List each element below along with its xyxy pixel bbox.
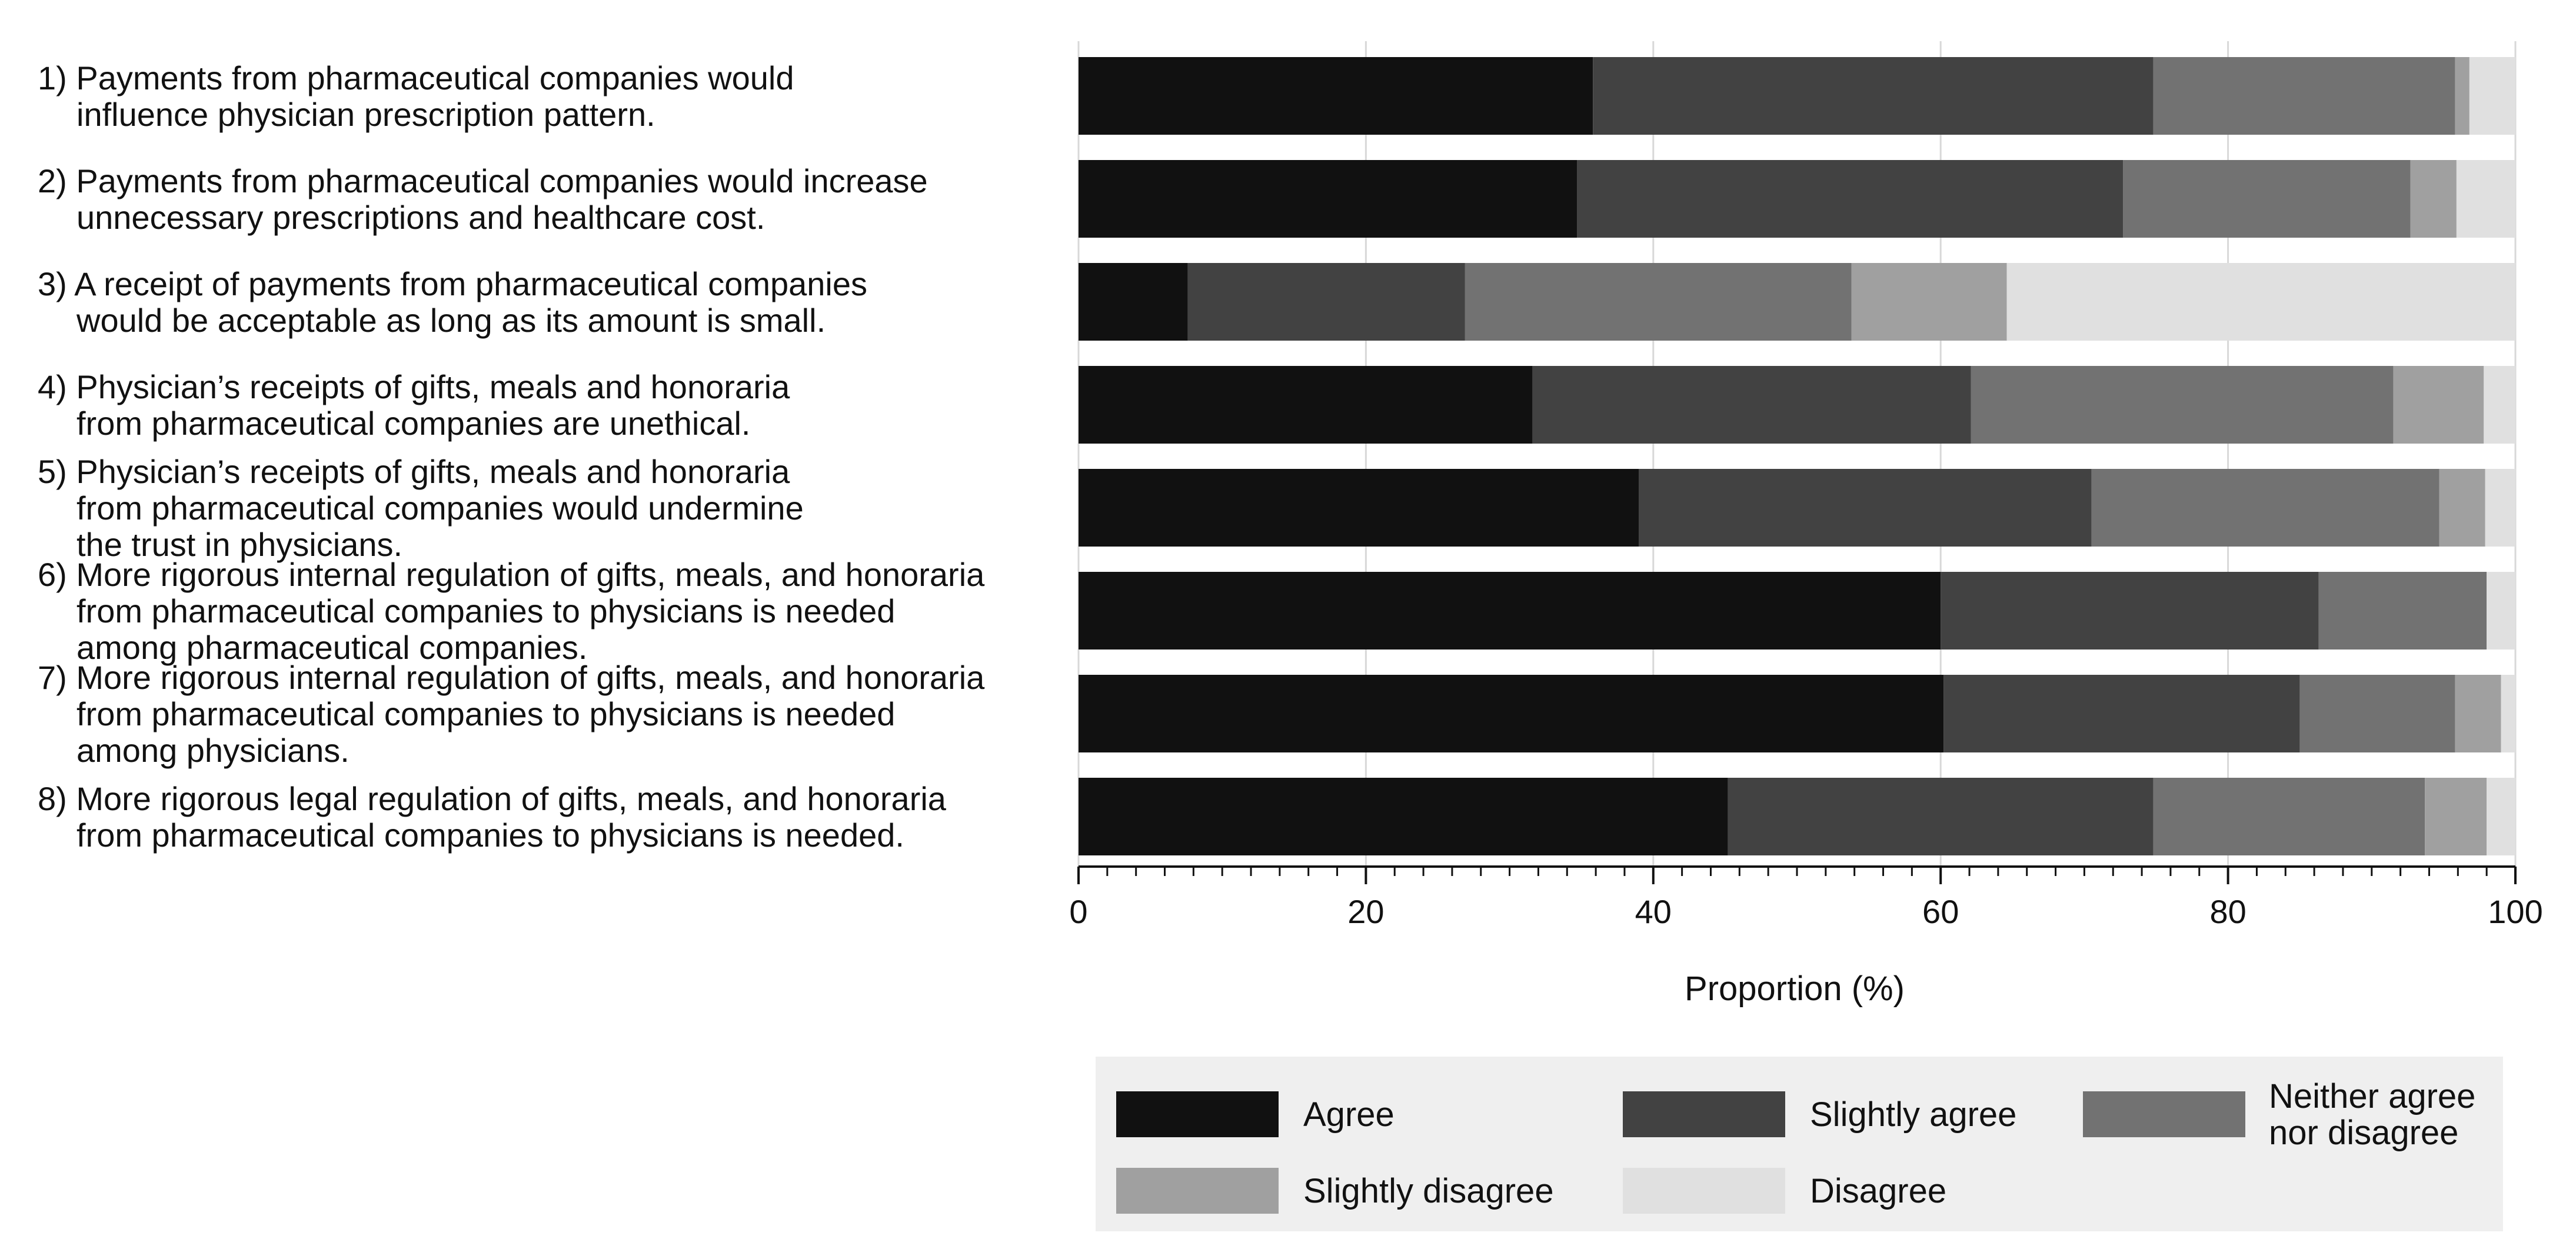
bar-segment: [2153, 57, 2455, 135]
bar-segment: [2456, 160, 2515, 238]
bar-segment: [2501, 675, 2515, 752]
bar-segment: [1079, 572, 1941, 650]
legend-swatch: [1623, 1168, 1785, 1214]
bar-segment: [2393, 366, 2484, 444]
bar-segment: [1079, 57, 1593, 135]
bar-segment: [2006, 263, 2515, 341]
bar-segment: [2484, 366, 2515, 444]
legend-label: Neither agree nor disagree: [2269, 1077, 2475, 1152]
x-tick-label: 60: [1922, 893, 1959, 930]
bar-segment: [2425, 778, 2487, 855]
bar-segment: [1465, 263, 1852, 341]
legend-swatch: [2083, 1091, 2245, 1137]
category-labels: 1) Payments from pharmaceutical companie…: [38, 59, 985, 854]
legend-swatch: [1116, 1091, 1279, 1137]
category-label: 7) More rigorous internal regulation of …: [38, 659, 985, 769]
bar-segment: [2410, 160, 2457, 238]
bar-segment: [1577, 160, 2124, 238]
legend-label: Slightly agree: [1810, 1095, 2016, 1134]
bar-segment: [2318, 572, 2487, 650]
legend-swatch: [1623, 1091, 1785, 1137]
x-tick-label: 40: [1635, 893, 1672, 930]
bar-segment: [1079, 778, 1728, 855]
category-label: 6) More rigorous internal regulation of …: [38, 556, 985, 666]
bar-segment: [1593, 57, 2154, 135]
bars: [1079, 57, 2515, 855]
category-label: 8) More rigorous legal regulation of gif…: [38, 780, 947, 854]
x-tick-label: 0: [1069, 893, 1087, 930]
bar-segment: [2469, 57, 2515, 135]
bar-segment: [1851, 263, 2007, 341]
x-axis: 0 20 40 60 80 100: [1069, 865, 2543, 930]
bar-segment: [1079, 263, 1188, 341]
bar-segment: [1639, 469, 2092, 547]
bar-segment: [1728, 778, 2154, 855]
x-tick-label: 80: [2209, 893, 2246, 930]
bar-segment: [2455, 57, 2470, 135]
bar-segment: [2153, 778, 2425, 855]
bar-segment: [2487, 572, 2515, 650]
bar-segment: [1941, 572, 2319, 650]
legend-label: Slightly disagree: [1303, 1172, 1554, 1210]
x-tick-label: 20: [1347, 893, 1384, 930]
bar-segment: [2439, 469, 2485, 547]
bar-segment: [2299, 675, 2455, 752]
legend: Agree Slightly agree Neither agree nor disa…: [1096, 1057, 2503, 1231]
bar-segment: [1079, 366, 1533, 444]
bar-segment: [1971, 366, 2394, 444]
x-tick-label: 100: [2488, 893, 2542, 930]
bar-segment: [1532, 366, 1971, 444]
bar-segment: [2123, 160, 2411, 238]
bar-segment: [1943, 675, 2300, 752]
category-label: 5) Physician’s receipts of gifts, meals …: [38, 453, 804, 563]
legend-box: [1096, 1057, 2503, 1231]
legend-label: Agree: [1303, 1095, 1394, 1134]
bar-segment: [2485, 469, 2515, 547]
category-label: 3) A receipt of payments from pharmaceut…: [38, 265, 867, 339]
bar-segment: [2487, 778, 2515, 855]
bar-segment: [1079, 160, 1577, 238]
bar-segment: [2455, 675, 2501, 752]
category-label: 4) Physician’s receipts of gifts, meals …: [38, 368, 790, 442]
legend-swatch: [1116, 1168, 1279, 1214]
bar-segment: [2091, 469, 2439, 547]
bar-segment: [1079, 675, 1944, 752]
legend-label: Disagree: [1810, 1172, 1946, 1210]
x-axis-title: Proportion (%): [1685, 970, 1905, 1008]
bar-segment: [1079, 469, 1639, 547]
bar-segment: [1187, 263, 1465, 341]
category-label: 2) Payments from pharmaceutical companie…: [38, 162, 928, 236]
category-label: 1) Payments from pharmaceutical companie…: [38, 59, 794, 133]
